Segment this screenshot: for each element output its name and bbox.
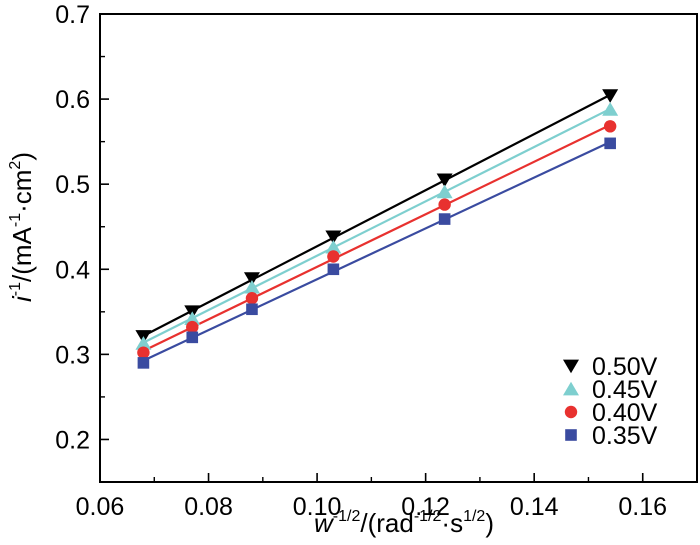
data-point xyxy=(184,311,201,326)
fit-line-2 xyxy=(142,123,611,352)
plot-frame xyxy=(99,13,698,483)
legend-marker xyxy=(563,381,579,396)
data-point xyxy=(602,89,619,103)
x-tick-label: 0.08 xyxy=(184,493,233,521)
y-tick-label: 0.7 xyxy=(55,1,90,29)
fit-line-1 xyxy=(142,107,611,344)
data-point xyxy=(602,102,619,116)
data-point xyxy=(438,213,451,225)
x-tick-label: 0.14 xyxy=(510,493,559,521)
x-axis-label: w-1/2/(rad-1/2·s1/2) xyxy=(314,508,494,538)
data-point xyxy=(243,272,260,286)
data-point xyxy=(604,137,616,150)
x-tick-label: 0.12 xyxy=(401,493,450,521)
fit-line-0 xyxy=(142,93,611,337)
data-point xyxy=(325,230,342,245)
y-tick-label: 0.6 xyxy=(55,86,90,114)
x-tick-label: 0.10 xyxy=(293,493,342,521)
y-tick-label: 0.4 xyxy=(55,256,90,284)
data-point xyxy=(137,346,150,359)
data-point xyxy=(245,292,259,305)
y-tick-label: 0.3 xyxy=(55,341,90,369)
x-tick-label: 0.06 xyxy=(76,493,125,521)
legend-marker xyxy=(563,359,579,374)
data-point xyxy=(325,239,342,254)
data-point xyxy=(186,331,199,344)
data-point xyxy=(243,279,260,294)
legend-label: 0.45V xyxy=(592,376,658,404)
legend-label: 0.40V xyxy=(592,399,658,427)
legend-marker xyxy=(565,429,577,441)
y-tick-label: 0.2 xyxy=(55,426,90,454)
legend-marker xyxy=(564,405,578,419)
data-point xyxy=(436,184,453,199)
data-point xyxy=(436,173,453,188)
fit-line-3 xyxy=(142,140,611,362)
y-tick-label: 0.5 xyxy=(55,171,90,199)
x-tick-label: 0.16 xyxy=(618,493,667,521)
data-point xyxy=(438,198,451,211)
data-point xyxy=(137,357,150,369)
data-point xyxy=(135,336,152,350)
data-point xyxy=(327,263,340,276)
y-axis-label: i-1/(mA-1·cm2) xyxy=(7,152,37,302)
data-point xyxy=(603,120,617,133)
legend-label: 0.35V xyxy=(592,422,658,450)
legend-label: 0.50V xyxy=(592,353,658,381)
data-point xyxy=(246,303,258,316)
data-point xyxy=(186,320,199,334)
data-point xyxy=(327,250,340,263)
